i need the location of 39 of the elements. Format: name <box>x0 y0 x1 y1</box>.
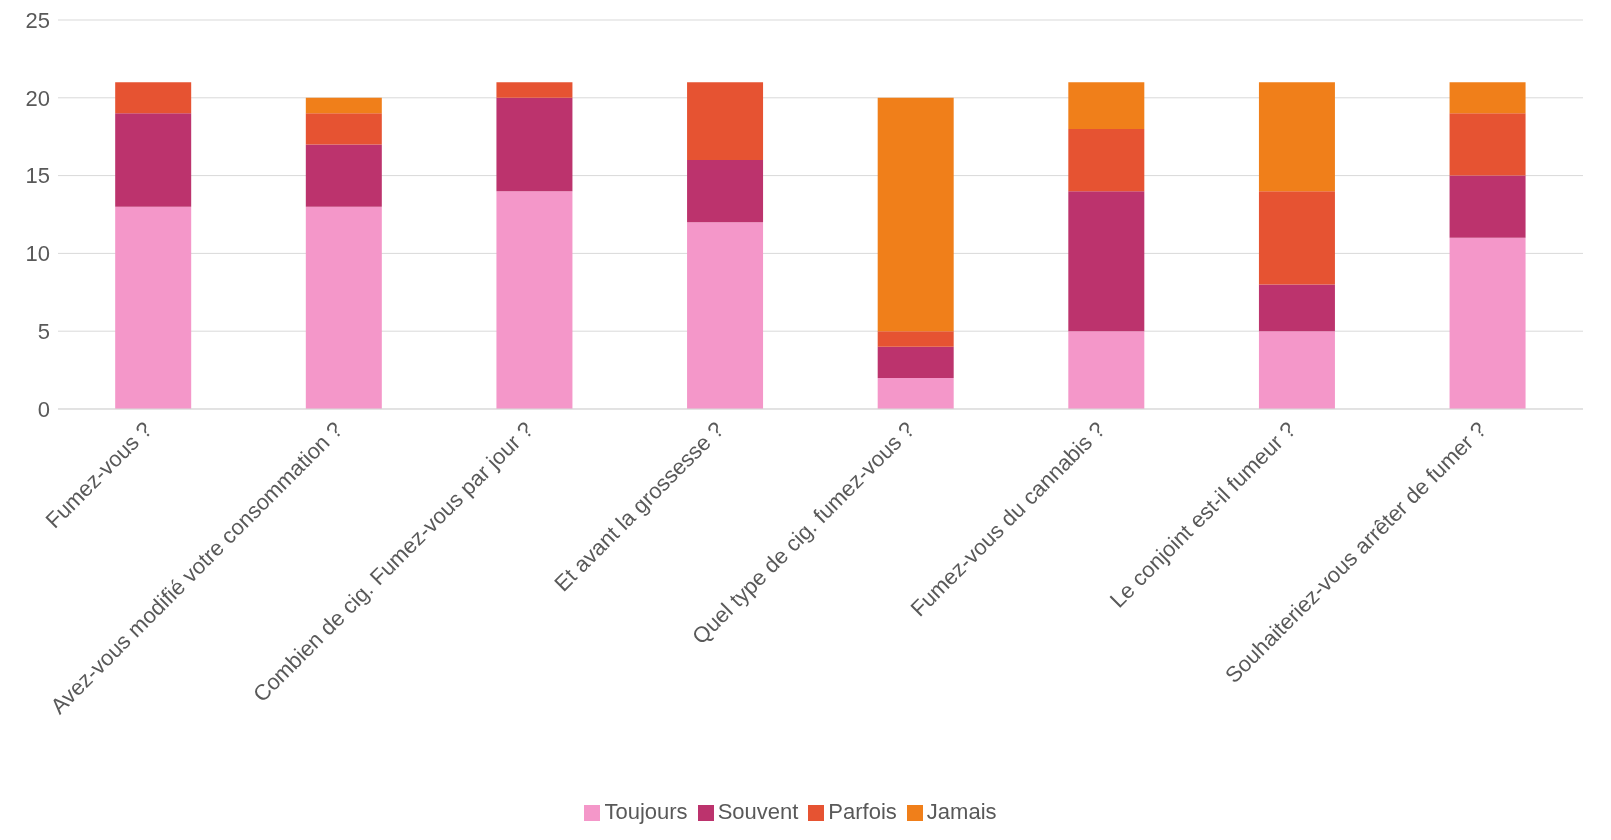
bar <box>1258 284 1335 332</box>
legend-label: Jamais <box>926 799 997 824</box>
bar <box>1258 82 1335 192</box>
bar <box>305 97 382 114</box>
bar <box>687 222 764 409</box>
bar <box>1258 331 1335 409</box>
bar <box>1068 82 1145 129</box>
y-tick-label: 5 <box>37 319 50 345</box>
bar <box>305 113 382 145</box>
bar <box>305 144 382 207</box>
bar <box>1449 82 1526 114</box>
bar <box>877 97 954 332</box>
y-tick-label: 20 <box>25 85 50 111</box>
bar <box>115 113 192 207</box>
y-tick-label: 10 <box>25 241 50 267</box>
y-tick-label: 0 <box>37 396 50 422</box>
bar <box>1449 113 1526 176</box>
bar <box>305 206 382 409</box>
legend-label: Toujours <box>604 799 688 824</box>
bar <box>1068 191 1145 332</box>
bar <box>687 82 764 161</box>
bar <box>115 82 192 114</box>
legend-label: Parfois <box>828 799 897 824</box>
bar <box>496 191 573 409</box>
bar <box>115 206 192 409</box>
bar <box>687 160 764 223</box>
bar <box>877 346 954 378</box>
bar <box>877 331 954 347</box>
bar <box>496 82 573 98</box>
y-tick-label: 15 <box>25 163 50 189</box>
bar <box>1258 191 1335 285</box>
bar <box>496 97 573 192</box>
bar <box>877 377 954 409</box>
bar <box>1068 128 1145 192</box>
bar <box>1449 237 1526 409</box>
legend-label: Souvent <box>717 799 799 824</box>
bar <box>1449 175 1526 238</box>
y-tick-label: 25 <box>25 7 50 33</box>
bar <box>1068 331 1145 409</box>
